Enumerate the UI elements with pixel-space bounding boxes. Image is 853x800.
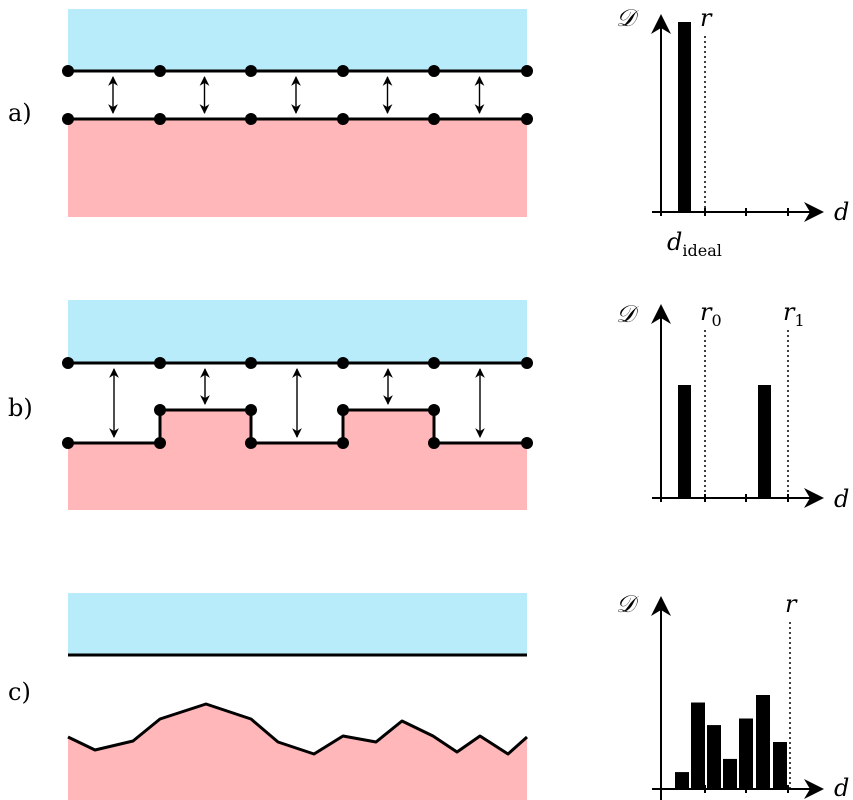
d-ideal-label: dideal [667,228,722,260]
lower-node [154,404,166,416]
upper-node [154,65,166,77]
bars-c [675,695,787,789]
panel-b: b) 𝒟 d r0 r1 [8,298,849,513]
x-ticks-a [660,208,789,216]
upper-region-a [68,9,527,71]
x-axis-label-b: d [834,485,849,513]
x-ticks-b [660,494,789,502]
marker-label-r-a: r [700,4,713,32]
lower-node [245,113,257,125]
panel-label-a: a) [8,99,32,127]
histogram-bar [756,695,770,789]
lower-node [521,113,533,125]
marker-r1-subscript: 1 [794,311,804,330]
distance-arrows-b [109,368,485,438]
upper-node [521,357,533,369]
y-axis-label-c: 𝒟 [616,590,640,618]
lower-node [428,404,440,416]
lower-node [337,113,349,125]
lower-node [521,437,533,449]
marker-label-r1: r1 [783,298,805,330]
histogram-bar [723,758,737,789]
lower-node [245,404,257,416]
histogram-bar [707,725,721,789]
panel-label-b: b) [8,394,33,422]
lower-node [337,404,349,416]
bars-b [678,385,771,498]
histogram-bar [678,385,691,498]
upper-node [521,65,533,77]
lower-node [154,113,166,125]
x-axis-label-c: d [834,774,849,800]
d-ideal-base: d [667,228,682,256]
histogram-bar [678,22,691,212]
histogram-bar [691,702,705,789]
lower-node [428,437,440,449]
x-axis-label-a: d [834,198,849,226]
lower-region-c [68,704,527,800]
y-axis-label-b: 𝒟 [616,300,640,328]
marker-label-r-c: r [785,590,798,618]
boundary-nodes-a [62,65,533,125]
upper-node [245,357,257,369]
upper-node [428,357,440,369]
marker-r1-base: r [783,298,796,326]
d-ideal-subscript: ideal [682,241,721,260]
distance-arrows-a [108,76,485,114]
histogram-bar [773,742,787,789]
panel-label-c: c) [8,678,31,706]
histogram-c: 𝒟 d r [616,590,849,800]
bars-a [678,22,691,212]
lower-node [154,437,166,449]
upper-node [154,357,166,369]
lower-node [62,437,74,449]
panel-c: c) 𝒟 d r [8,590,849,800]
y-axis-label-a: 𝒟 [616,4,640,32]
upper-node [337,65,349,77]
upper-node [337,357,349,369]
lower-boundary-line-b [68,408,527,445]
upper-node [245,65,257,77]
histogram-a: 𝒟 d r dideal [616,4,849,260]
boundary-nodes-b [62,357,533,449]
upper-node [428,65,440,77]
lower-node [62,113,74,125]
upper-node [62,65,74,77]
interface-diagram-b [62,300,533,510]
lower-node [428,113,440,125]
marker-r0-base: r [700,298,713,326]
panel-a: a) 𝒟 d r dideal [8,4,849,260]
lower-region-b [68,410,527,510]
lower-node [245,437,257,449]
interface-diagram-c [67,593,529,800]
interface-diagram-a [62,9,533,217]
upper-region-b [68,300,527,363]
upper-node [62,357,74,369]
marker-r0-subscript: 0 [711,311,721,330]
lower-region-a [68,119,527,217]
lower-node [337,437,349,449]
marker-label-r0: r0 [700,298,722,330]
histogram-b: 𝒟 d r0 r1 [616,298,849,513]
histogram-bar [758,385,771,498]
upper-region-c [68,593,527,655]
histogram-bar [675,772,689,789]
lower-boundary-line-c [67,702,529,756]
histogram-bar [739,718,753,789]
